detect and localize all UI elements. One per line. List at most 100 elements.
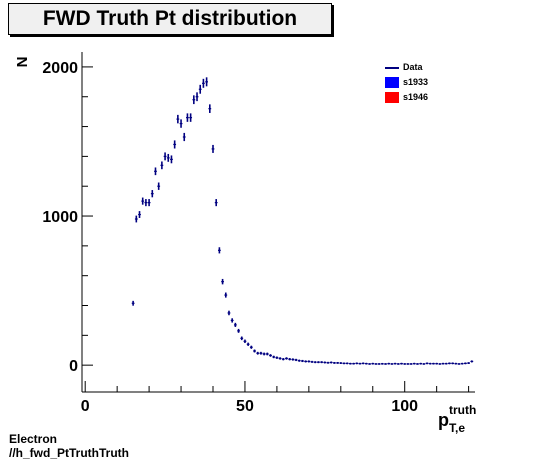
data-point (333, 361, 336, 364)
data-point (313, 361, 317, 364)
footer-particle: Electron (9, 432, 58, 446)
data-point (170, 155, 173, 164)
data-point (380, 362, 384, 365)
data-point (323, 361, 327, 364)
data-point (237, 328, 240, 333)
legend-swatch-data (385, 67, 399, 69)
data-point (150, 190, 154, 198)
data-point (227, 310, 231, 316)
data-point (326, 361, 330, 364)
data-point (345, 362, 349, 365)
data-point (144, 199, 148, 207)
data-point (173, 140, 177, 149)
data-point (451, 362, 455, 365)
data-point (281, 358, 285, 361)
data-point (166, 153, 170, 162)
data-point (368, 363, 371, 365)
data-point (371, 362, 375, 365)
x-axis-title-sub: T,e (449, 421, 465, 435)
data-point (348, 362, 352, 365)
data-point (214, 199, 218, 207)
chart-title: FWD Truth Pt distribution (42, 7, 298, 30)
data-point (355, 362, 359, 365)
data-point (259, 351, 263, 355)
data-point (454, 362, 458, 365)
data-point (288, 358, 292, 361)
title-box: FWD Truth Pt distribution (8, 3, 332, 35)
data-point (179, 119, 183, 128)
data-point (141, 197, 145, 205)
data-point (339, 362, 343, 365)
data-point (233, 322, 237, 327)
data-point (208, 104, 212, 113)
data-point (211, 144, 215, 153)
data-point (342, 362, 346, 365)
data-point (374, 363, 378, 365)
data-point (425, 362, 429, 365)
data-point (435, 362, 439, 365)
data-point (409, 363, 413, 365)
data-point (256, 351, 260, 355)
data-point (230, 318, 234, 323)
data-point (377, 363, 381, 365)
data-point (198, 84, 202, 94)
data-point (336, 361, 340, 364)
data-point (310, 360, 314, 363)
data-point (441, 362, 445, 365)
data-point (176, 114, 180, 124)
data-point (352, 362, 355, 365)
legend-label-s1946: s1946 (403, 92, 429, 102)
x-axis-title: p (438, 410, 449, 430)
data-point (182, 132, 186, 142)
footer-histogram-path: //h_fwd_PtTruthTruth (9, 446, 129, 460)
data-point (297, 359, 301, 362)
data-point (464, 362, 467, 365)
data-point (157, 182, 161, 190)
data-point (416, 363, 419, 365)
legend-swatch-s1933 (385, 77, 399, 88)
data-point (470, 360, 474, 363)
legend-label-data: Data (403, 62, 423, 72)
data-point (364, 362, 368, 365)
data-point (192, 95, 196, 105)
data-point (358, 362, 362, 365)
data-point (412, 362, 416, 365)
data-point (269, 354, 272, 357)
data-point (202, 78, 205, 88)
data-point (246, 342, 250, 346)
legend-item-s1933: s1933 (382, 75, 492, 90)
data-point (262, 352, 266, 356)
data-point (307, 360, 311, 363)
legend-item-data: Data (382, 60, 492, 75)
y-axis-title: N (14, 57, 31, 68)
data-point (406, 363, 410, 365)
data-point (294, 358, 298, 362)
data-point (278, 357, 282, 360)
data-point (432, 362, 435, 365)
x-tick-label: 50 (236, 398, 254, 415)
data-point (221, 278, 224, 285)
data-point (189, 113, 193, 122)
data-point (301, 359, 304, 363)
data-point (329, 361, 333, 364)
x-axis-title-sup: truth (449, 403, 476, 417)
data-point (304, 360, 308, 363)
data-point (272, 355, 276, 359)
data-point (285, 357, 288, 360)
y-tick-label: 2000 (42, 60, 78, 77)
data-point (265, 352, 269, 356)
data-point (317, 361, 320, 364)
legend-label-s1933: s1933 (403, 77, 429, 87)
data-point (195, 92, 199, 102)
data-point (396, 363, 400, 365)
data-point (240, 336, 244, 341)
data-point (186, 113, 189, 122)
data-point (253, 349, 256, 353)
data-point (422, 363, 426, 365)
data-point (217, 247, 221, 254)
data-point (444, 362, 448, 365)
data-point (384, 363, 387, 365)
data-point (320, 361, 324, 364)
